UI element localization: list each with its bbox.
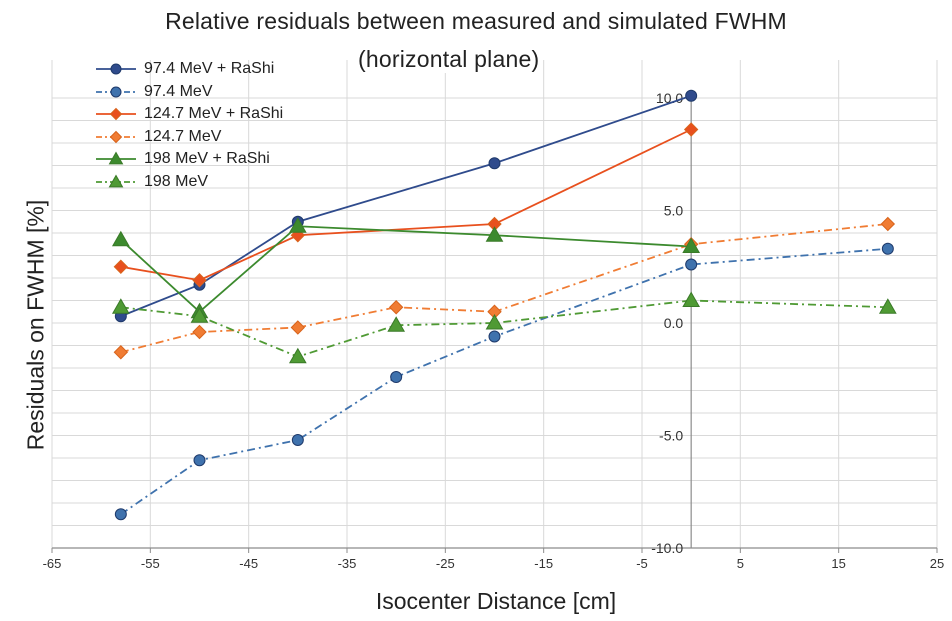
data-point	[113, 259, 129, 274]
y-tick-label: 0.0	[664, 315, 684, 331]
legend-swatch	[96, 151, 136, 165]
data-point	[390, 371, 403, 383]
data-point	[682, 237, 701, 253]
data-point	[291, 434, 304, 446]
legend-label: 198 MeV	[144, 172, 209, 190]
legend-label: 198 MeV + RaShi	[144, 150, 270, 168]
series-line-4	[120, 225, 692, 313]
y-tick-label: -5.0	[659, 428, 683, 444]
y-tick-label: -10.0	[651, 540, 683, 556]
legend-item: 97.4 MeV	[96, 81, 283, 104]
data-point	[485, 226, 504, 242]
data-point	[111, 298, 130, 314]
y-tick-label: 5.0	[664, 203, 684, 219]
data-point	[288, 217, 307, 233]
y-tick-labels: 10.0 5.0 0.0 -5.0 -10.0	[651, 90, 683, 556]
data-point	[388, 300, 404, 315]
legend-swatch	[96, 174, 136, 188]
data-point	[290, 320, 306, 335]
data-point	[190, 307, 209, 323]
data-point	[387, 316, 406, 332]
axes	[51, 90, 938, 553]
series-line-5	[120, 299, 888, 358]
chart-title: Relative residuals between measured and …	[165, 8, 787, 34]
legend-swatch	[96, 130, 136, 143]
data-point	[881, 242, 894, 255]
legend-item: 198 MeV	[96, 171, 283, 194]
x-tick-label: -35	[338, 556, 357, 571]
data-point	[111, 230, 130, 247]
data-point	[878, 298, 897, 314]
legend: 97.4 MeV + RaShi 97.4 MeV 124.7 MeV + RaSh…	[96, 58, 283, 193]
y-tick-label: 10.0	[656, 90, 683, 106]
series-line-1	[120, 247, 888, 515]
x-tick-labels: -65 -55 -45 -35 -25 -15 -5 5 15 25	[43, 556, 945, 571]
legend-item: 124.7 MeV + RaShi	[96, 103, 283, 126]
legend-swatch	[96, 63, 136, 75]
data-point	[682, 291, 701, 307]
x-tick-label: 25	[930, 556, 944, 571]
data-point	[485, 313, 504, 330]
data-point	[880, 216, 896, 232]
legend-label: 97.4 MeV + RaShi	[144, 60, 275, 78]
series-markers	[111, 89, 897, 521]
data-point	[114, 508, 127, 521]
legend-swatch	[96, 108, 136, 121]
x-axis-label: Isocenter Distance [cm]	[375, 588, 617, 614]
x-tick-label: -65	[43, 556, 62, 571]
chart-subtitle: (horizontal plane)	[356, 46, 542, 73]
data-point	[488, 157, 501, 170]
x-tick-label: -15	[534, 556, 553, 571]
x-tick-label: -5	[636, 556, 648, 571]
data-point	[288, 347, 307, 364]
x-tick-label: 5	[737, 556, 744, 571]
x-tick-label: -45	[239, 556, 258, 571]
legend-item: 198 MeV + RaShi	[96, 148, 283, 171]
x-tick-label: 15	[831, 556, 845, 571]
legend-label: 124.7 MeV	[144, 127, 222, 145]
data-point	[683, 122, 699, 137]
data-point	[488, 330, 501, 343]
series-line-3	[120, 223, 888, 354]
legend-label: 97.4 MeV	[144, 82, 213, 100]
legend-swatch	[96, 86, 136, 98]
data-point	[685, 258, 698, 271]
legend-item: 124.7 MeV	[96, 126, 283, 149]
data-point	[685, 89, 698, 102]
x-tick-label: -25	[436, 556, 455, 571]
x-tick-label: -55	[141, 556, 160, 571]
legend-label: 124.7 MeV + RaShi	[144, 105, 284, 123]
y-axis-label: Residuals on FWHM [%]	[22, 199, 49, 451]
legend-item: 97.4 MeV + RaShi	[96, 58, 283, 81]
data-point	[192, 324, 207, 340]
data-point	[192, 273, 207, 288]
data-point	[113, 345, 129, 360]
data-point	[193, 454, 206, 467]
